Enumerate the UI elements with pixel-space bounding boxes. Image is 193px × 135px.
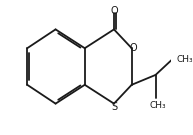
Text: O: O xyxy=(110,6,118,16)
Text: CH₃: CH₃ xyxy=(176,55,193,64)
Text: S: S xyxy=(111,102,117,112)
Text: O: O xyxy=(130,43,138,53)
Text: CH₃: CH₃ xyxy=(149,101,166,110)
